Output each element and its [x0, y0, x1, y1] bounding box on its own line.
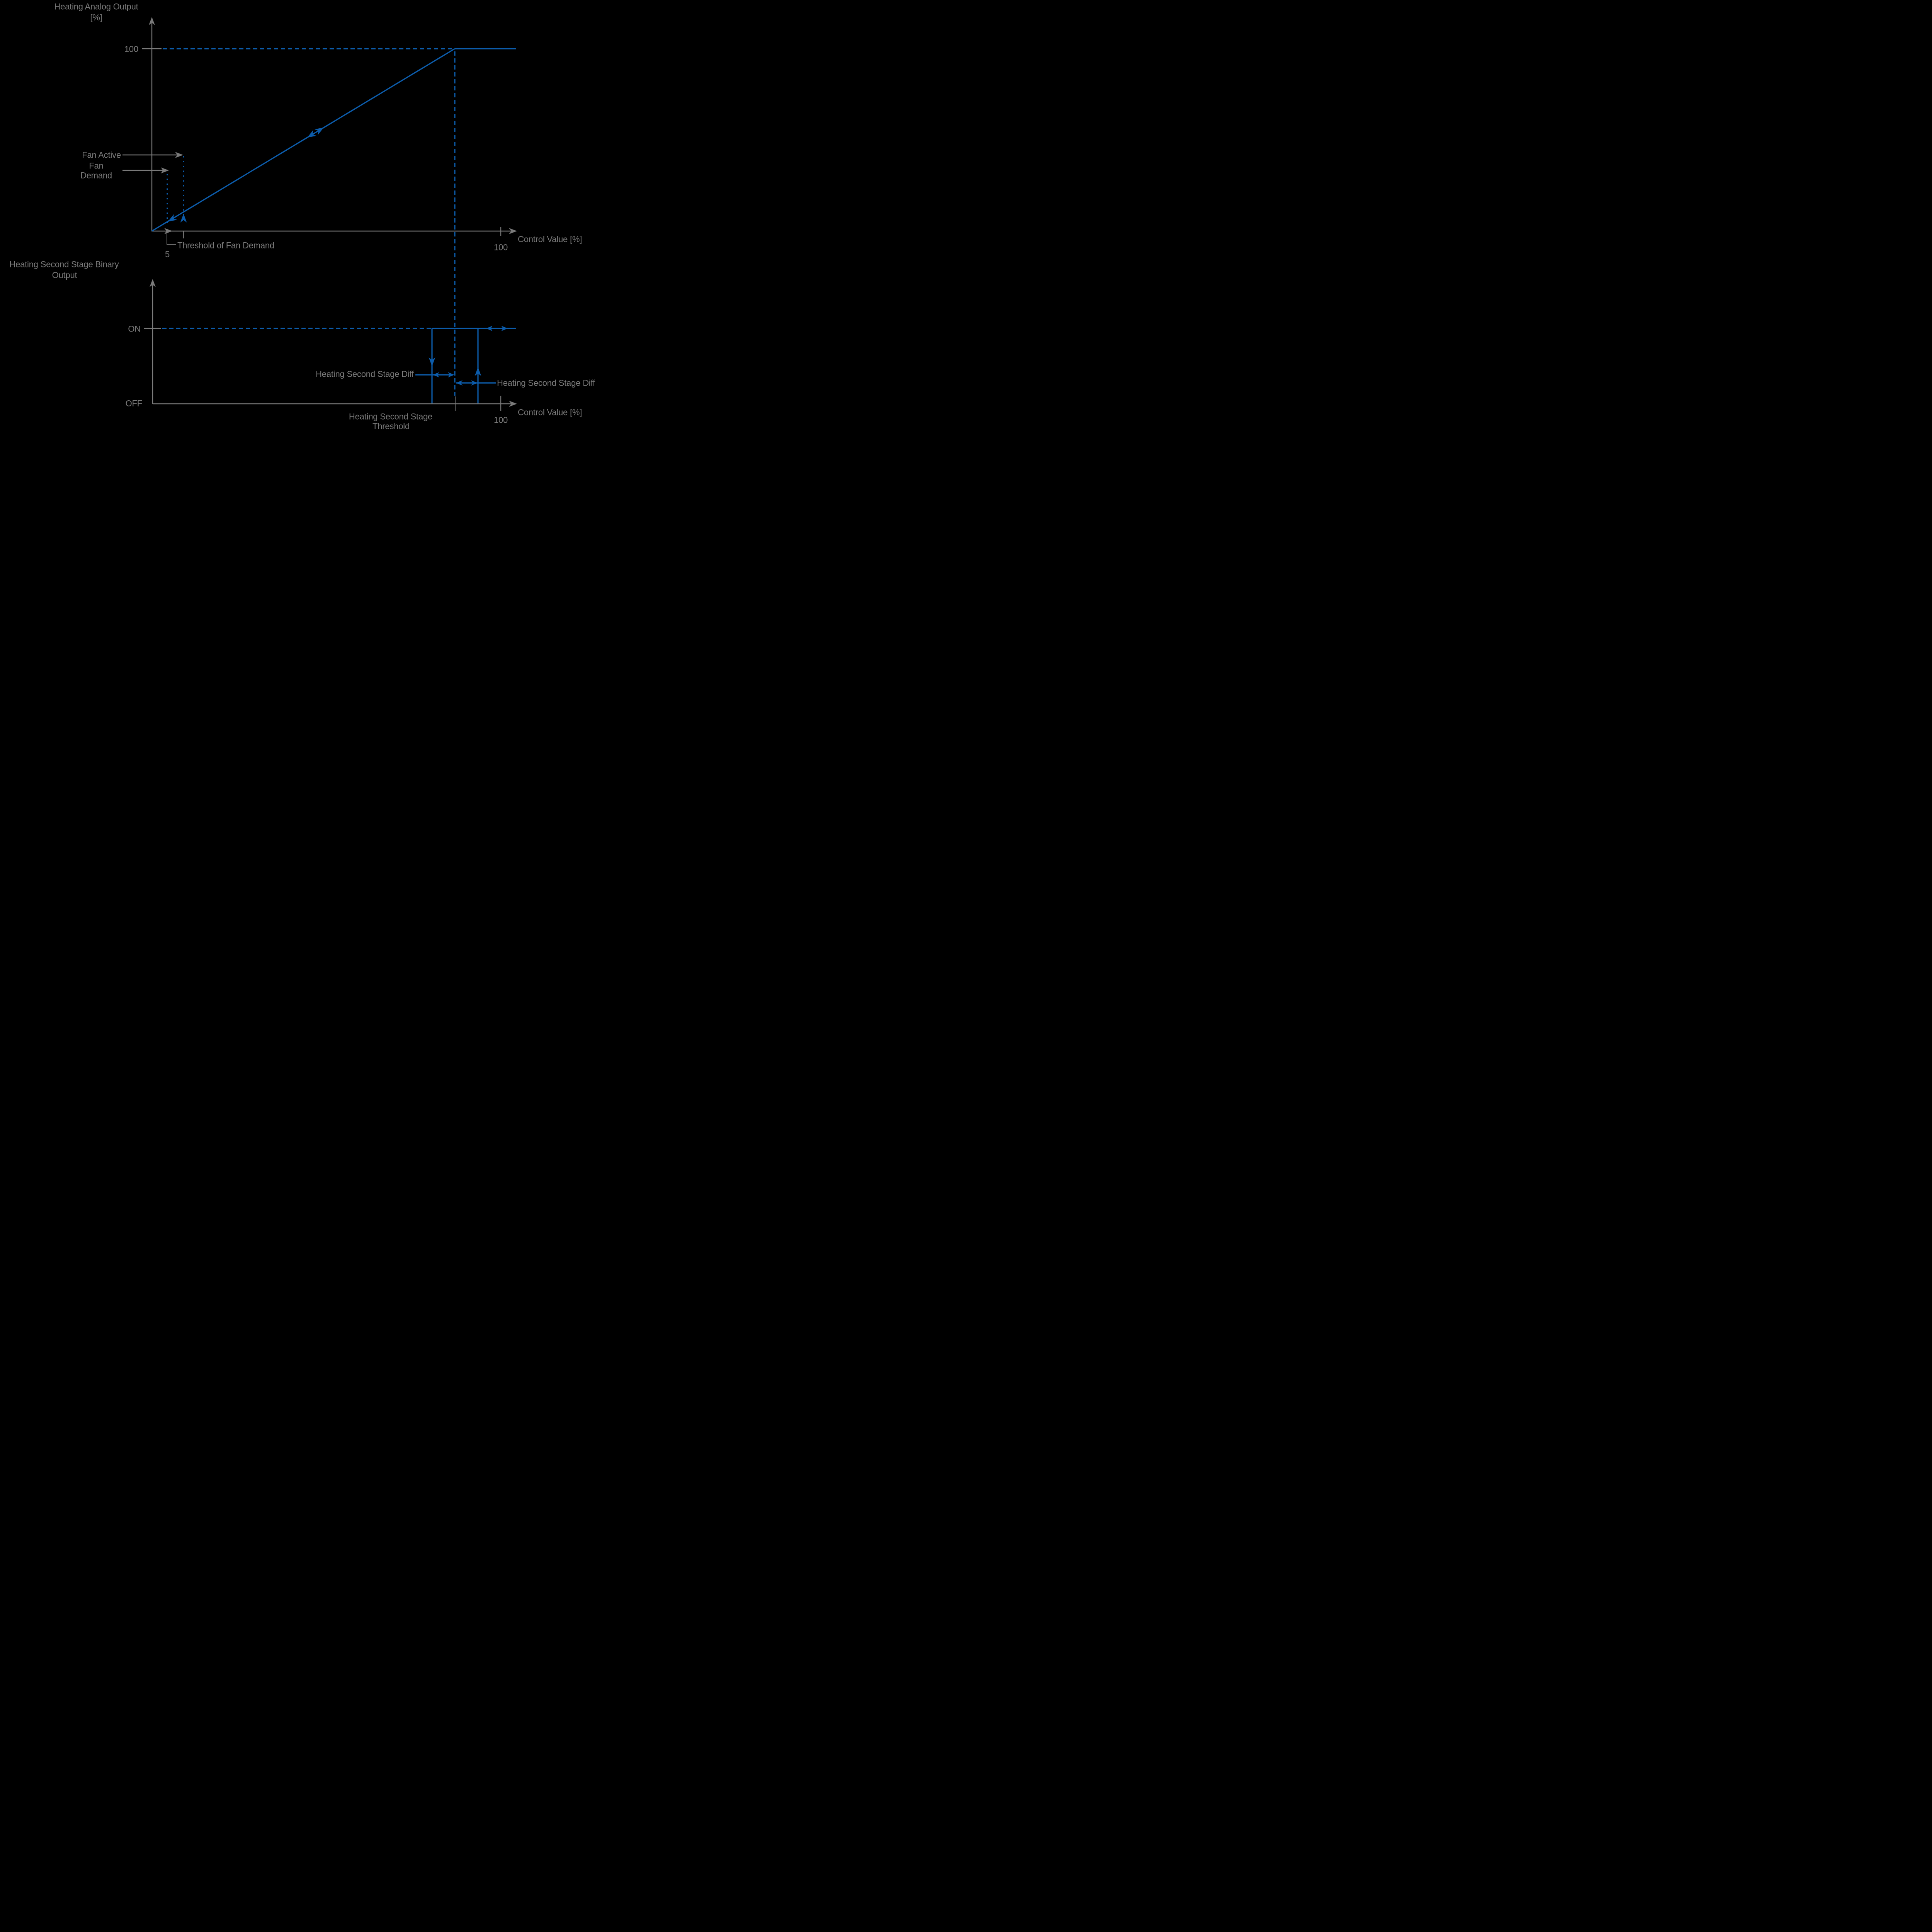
top-chart-title-line1: Heating Analog Output — [54, 2, 138, 12]
bottom-chart-title-line2: Output — [52, 270, 77, 280]
top-x-axis-arrow-icon — [509, 228, 517, 234]
fan-threshold-value: 5 — [165, 250, 170, 259]
ramp-down-arrow-icon — [307, 130, 317, 138]
switch-off-down-arrow-icon — [429, 357, 435, 366]
top-y-axis-arrow-icon — [149, 17, 155, 25]
fan-active-pointer-arrow-icon — [175, 152, 183, 158]
ramp-up-arrow-icon — [314, 128, 324, 135]
on-line-arrow-right-icon — [501, 326, 508, 331]
on-label: ON — [128, 324, 141, 334]
top-chart-title-line2: [%] — [90, 13, 102, 22]
stage-threshold-label-line2: Threshold — [372, 422, 410, 431]
diff-label-left: Heating Second Stage Diff — [316, 369, 414, 379]
control-diagram: Heating Analog Output [%] 100 Fan Active… — [0, 0, 606, 431]
on-line-arrow-left-icon — [486, 326, 493, 331]
diff-left-arrow-right-icon — [448, 372, 454, 378]
diff-label-right: Heating Second Stage Diff — [497, 378, 595, 388]
bottom-y-axis-arrow-icon — [150, 279, 156, 287]
fan-demand-down-arrow-icon — [168, 214, 177, 222]
fan-active-up-arrow-icon — [180, 214, 187, 223]
diff-right-arrow-left-icon — [456, 380, 463, 386]
bottom-chart-title-line1: Heating Second Stage Binary — [9, 260, 119, 269]
switch-on-up-arrow-icon — [474, 367, 481, 376]
bottom-chart: Heating Second Stage Binary Output ON OF… — [9, 260, 595, 431]
bottom-x-axis-arrow-icon — [509, 401, 517, 407]
off-label: OFF — [126, 399, 142, 408]
top-x-axis-label: Control Value [%] — [518, 235, 582, 244]
bottom-x-axis-label: Control Value [%] — [518, 408, 582, 417]
fan-active-label: Fan Active — [82, 150, 121, 160]
fan-demand-label-line1: Fan — [89, 161, 103, 171]
stage-threshold-label-line1: Heating Second Stage — [349, 412, 432, 422]
diff-left-arrow-left-icon — [433, 372, 439, 378]
top-y-tick-label: 100 — [124, 44, 138, 54]
top-chart: Heating Analog Output [%] 100 Fan Active… — [54, 2, 582, 396]
diff-right-arrow-right-icon — [471, 380, 478, 386]
fan-threshold-label: Threshold of Fan Demand — [177, 241, 274, 250]
axis-threshold-arrow-icon — [164, 228, 172, 234]
fan-demand-label-line2: Demand — [80, 171, 112, 180]
diagram-svg: Heating Analog Output [%] 100 Fan Active… — [9, 2, 595, 431]
fan-demand-pointer-arrow-icon — [161, 167, 169, 173]
bottom-x-tick-label: 100 — [494, 415, 508, 425]
output-ramp-line — [151, 48, 455, 232]
top-x-tick-label: 100 — [494, 243, 508, 252]
